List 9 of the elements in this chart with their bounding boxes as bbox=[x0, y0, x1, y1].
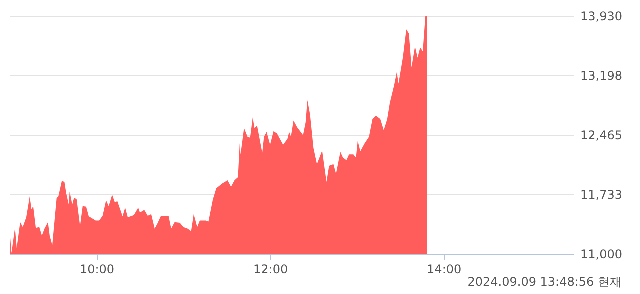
x-tick-label: 12:00 bbox=[254, 262, 288, 276]
y-tick-label: 13,930 bbox=[580, 10, 622, 24]
x-tick-label: 10:00 bbox=[80, 262, 115, 276]
y-tick-label: 11,733 bbox=[580, 188, 622, 202]
x-tick-label: 14:00 bbox=[427, 262, 462, 276]
y-tick-label: 12,465 bbox=[580, 128, 622, 142]
y-tick-label: 13,198 bbox=[580, 68, 622, 83]
text: 2024.09.09 13:48:56 현재 bbox=[468, 275, 622, 289]
y-tick-label: 11,000 bbox=[580, 248, 622, 262]
